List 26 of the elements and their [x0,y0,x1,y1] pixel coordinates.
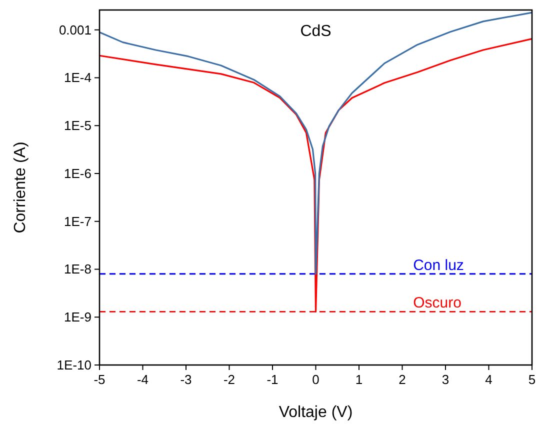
x-axis-title: Voltaje (V) [278,404,353,421]
x-tick-label: 3 [442,372,450,387]
x-tick-label: 4 [485,372,492,387]
x-tick-label: -4 [136,372,149,387]
x-tick-label: -5 [94,372,106,387]
x-tick-label: -1 [266,372,278,387]
x-tick-label: 0 [312,372,320,387]
y-tick-label: 1E-4 [64,70,92,86]
y-tick-label: 1E-5 [64,118,92,134]
y-tick-label: 1E-8 [64,262,92,277]
x-tick-label: -3 [180,372,192,387]
y-tick-label: 0.001 [58,22,92,38]
text: CdS [300,23,332,40]
line-series [98,38,533,312]
ref-line-label: Con luz [413,256,464,274]
x-tick-label: 2 [398,372,406,387]
ref-line-label: Oscuro [413,294,462,312]
y-tick-label: 1E-7 [64,214,92,229]
y-tick-label: 1E-9 [64,310,92,325]
x-tick-label: -2 [223,372,236,387]
line-series [98,12,533,275]
y-axis-title: Corriente (A) [12,142,29,234]
y-tick-label: 1E-10 [56,358,92,372]
x-tick-label: 5 [528,372,536,387]
y-tick-label: 1E-6 [64,166,92,181]
x-tick-label: 1 [355,372,363,387]
